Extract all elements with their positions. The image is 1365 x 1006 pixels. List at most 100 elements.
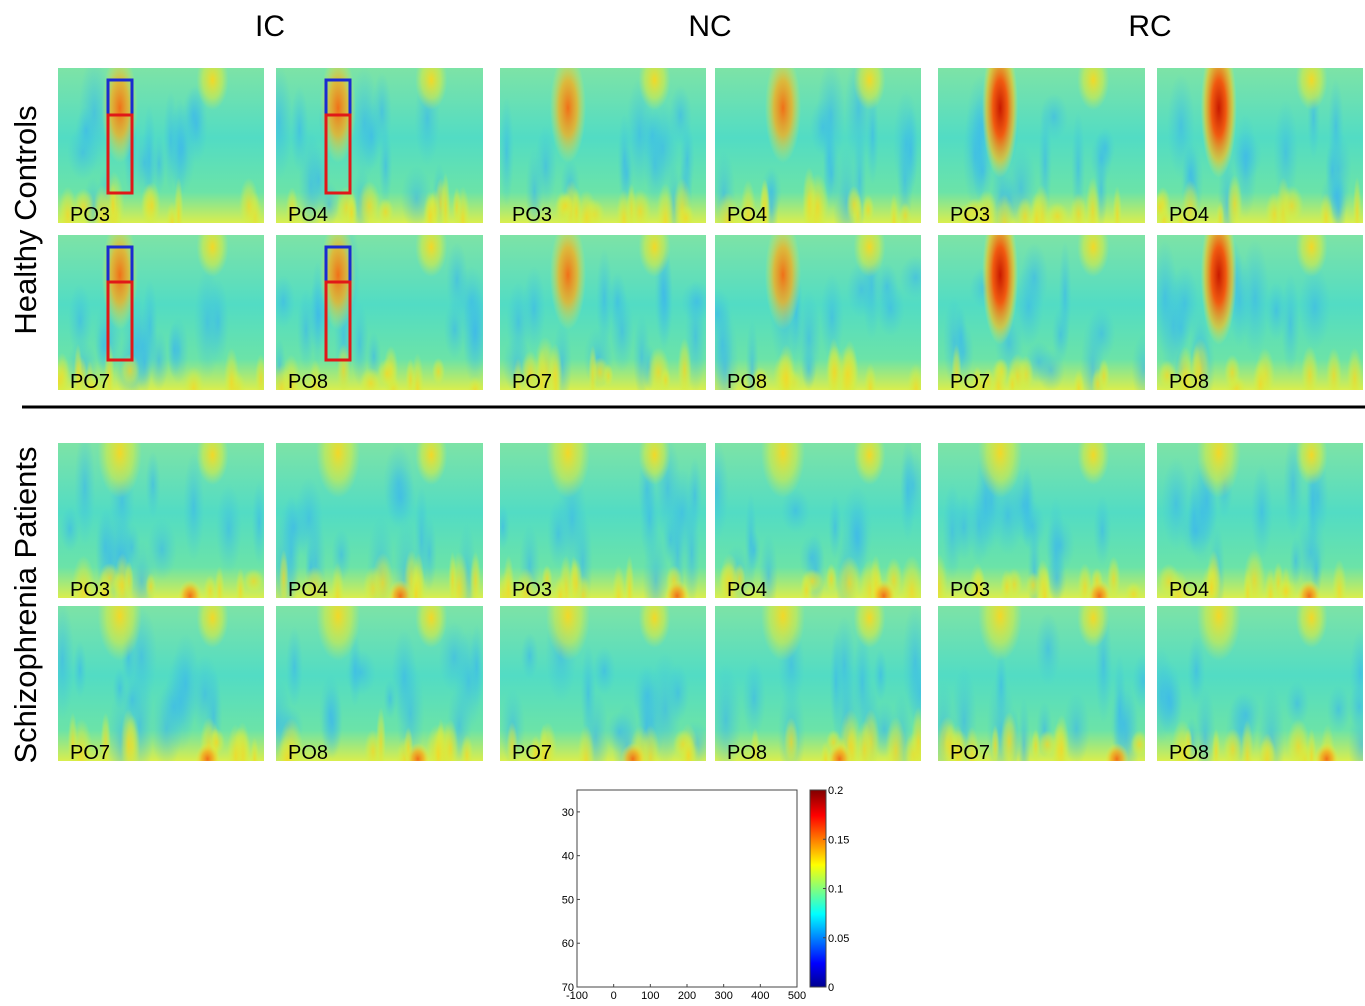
texture <box>548 343 563 390</box>
texture <box>506 721 518 761</box>
texture <box>1069 193 1088 223</box>
y-tick-label: 70 <box>562 982 574 994</box>
texture <box>1190 338 1211 390</box>
texture <box>889 192 899 223</box>
texture <box>1230 691 1262 739</box>
blob <box>97 443 142 498</box>
blob <box>1077 235 1110 277</box>
electrode-label: PO7 <box>950 742 990 764</box>
texture <box>862 194 875 223</box>
texture <box>72 188 95 223</box>
y-tick-label: 30 <box>562 807 574 819</box>
y-tick-label: 40 <box>562 851 574 863</box>
texture <box>577 724 595 761</box>
texture <box>242 568 264 594</box>
texture <box>745 318 759 390</box>
texture <box>359 367 383 390</box>
texture <box>1187 635 1206 706</box>
texture <box>462 288 483 373</box>
electrode-label: PO4 <box>288 579 328 601</box>
heatmap-panel <box>58 606 264 761</box>
electrode-label: PO3 <box>512 579 552 601</box>
x-tick-label: 100 <box>641 990 659 1001</box>
texture <box>1170 265 1199 341</box>
blob <box>196 443 229 485</box>
texture <box>610 289 634 373</box>
texture <box>628 189 652 223</box>
blob <box>638 68 671 110</box>
texture <box>592 646 616 696</box>
heatmap-panel <box>715 68 921 223</box>
heatmap-panel <box>1157 443 1363 598</box>
texture <box>506 281 531 364</box>
texture <box>556 193 575 219</box>
texture <box>1106 556 1121 598</box>
texture <box>215 483 242 575</box>
heatmap-panel <box>715 606 921 761</box>
texture <box>846 185 862 223</box>
blob <box>764 68 801 163</box>
texture <box>502 554 515 598</box>
texture <box>377 358 397 390</box>
blob <box>388 580 413 598</box>
colorbar-tick-label: 0.1 <box>828 884 843 896</box>
texture <box>994 194 1015 223</box>
texture <box>276 68 293 181</box>
texture <box>467 376 483 390</box>
texture <box>677 337 692 390</box>
texture <box>759 179 771 223</box>
electrode-label: PO8 <box>727 371 767 393</box>
x-tick-label: 300 <box>714 990 732 1001</box>
texture <box>136 329 153 390</box>
texture <box>58 363 69 390</box>
texture <box>391 627 417 727</box>
texture <box>120 353 140 388</box>
heatmap-panel <box>500 68 706 223</box>
blob <box>978 606 1023 661</box>
texture <box>143 181 161 223</box>
texture <box>500 503 510 551</box>
texture <box>108 182 117 223</box>
blob <box>1077 443 1110 485</box>
electrode-label: PO7 <box>70 371 110 393</box>
texture <box>1298 264 1331 351</box>
texture <box>617 112 632 210</box>
texture <box>345 192 358 223</box>
texture <box>1157 360 1177 390</box>
texture <box>1017 697 1031 761</box>
electrode-label: PO3 <box>950 579 990 601</box>
texture <box>58 606 75 721</box>
heatmap-panel <box>938 68 1145 223</box>
blob <box>827 743 852 761</box>
texture <box>460 734 474 761</box>
texture <box>951 344 962 390</box>
texture <box>223 347 240 390</box>
texture <box>1226 174 1243 223</box>
texture <box>278 496 310 559</box>
texture <box>828 495 842 560</box>
texture <box>87 375 98 390</box>
texture <box>97 570 112 598</box>
blob <box>1196 443 1241 498</box>
texture <box>146 518 177 581</box>
texture <box>1325 347 1342 390</box>
texture <box>131 131 158 195</box>
electrode-label: PO3 <box>950 204 990 226</box>
texture <box>972 366 983 390</box>
column-title: RC <box>1128 10 1171 43</box>
texture <box>113 553 131 598</box>
blob <box>97 606 142 661</box>
x-tick-label: 400 <box>751 990 769 1001</box>
texture <box>1300 345 1319 390</box>
heatmap-panel <box>58 443 264 598</box>
texture <box>1000 711 1019 761</box>
texture <box>1098 358 1110 390</box>
texture <box>1072 369 1085 390</box>
texture <box>276 735 298 761</box>
texture <box>938 553 948 598</box>
texture <box>183 451 205 562</box>
texture <box>290 85 309 173</box>
texture <box>73 640 87 698</box>
texture <box>74 443 96 546</box>
